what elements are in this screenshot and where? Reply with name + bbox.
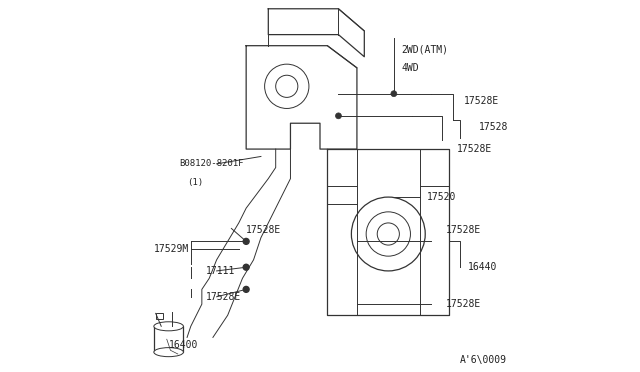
- Ellipse shape: [154, 322, 184, 331]
- Circle shape: [335, 113, 341, 119]
- Text: 17528E: 17528E: [205, 292, 241, 302]
- Ellipse shape: [154, 347, 184, 357]
- Bar: [156, 313, 163, 319]
- Circle shape: [243, 264, 249, 270]
- Circle shape: [243, 238, 249, 244]
- Circle shape: [243, 286, 249, 292]
- Text: 17520: 17520: [427, 192, 456, 202]
- Bar: [154, 326, 184, 352]
- Text: B08120-8201F: B08120-8201F: [180, 159, 244, 169]
- Text: 17111: 17111: [205, 266, 235, 276]
- Circle shape: [391, 91, 397, 97]
- Text: A'6\0009: A'6\0009: [460, 355, 508, 365]
- Text: 17528E: 17528E: [445, 299, 481, 309]
- Text: 16400: 16400: [168, 340, 198, 350]
- Text: 17528E: 17528E: [445, 225, 481, 235]
- Text: (1): (1): [187, 178, 204, 187]
- Text: 17528E: 17528E: [464, 96, 499, 106]
- Text: 2WD(ATM): 2WD(ATM): [401, 44, 448, 54]
- Text: 17528E: 17528E: [456, 144, 492, 154]
- Text: 17528: 17528: [479, 122, 508, 132]
- Text: 4WD: 4WD: [401, 63, 419, 73]
- Text: 17529M: 17529M: [154, 244, 189, 254]
- Text: 17528E: 17528E: [246, 225, 282, 235]
- Text: 16440: 16440: [468, 262, 497, 272]
